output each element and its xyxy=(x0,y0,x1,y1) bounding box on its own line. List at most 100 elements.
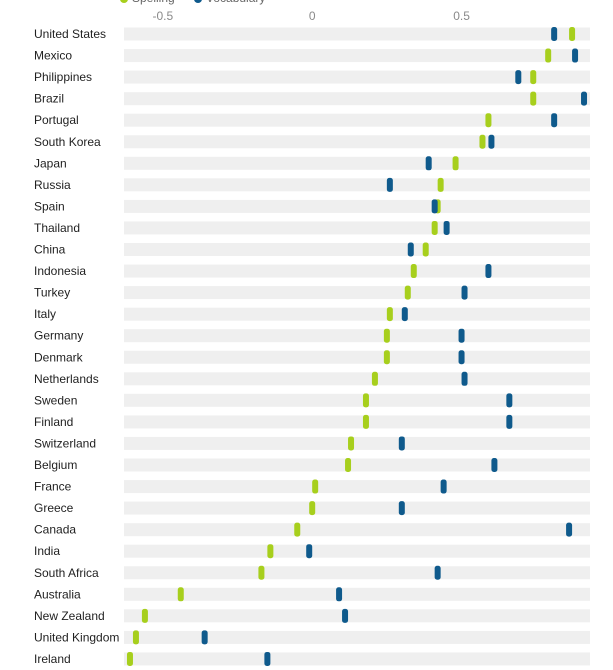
spelling-marker xyxy=(362,414,369,429)
vocabulary-marker xyxy=(515,70,522,85)
spelling-marker xyxy=(422,242,429,257)
spelling-marker xyxy=(141,608,148,623)
row-track xyxy=(124,436,590,450)
row-track xyxy=(124,372,590,386)
country-label: India xyxy=(34,544,60,558)
vocabulary-marker xyxy=(398,501,405,516)
row-track xyxy=(124,156,590,170)
spelling-marker xyxy=(309,501,316,516)
row-track xyxy=(124,243,590,256)
country-label: France xyxy=(34,480,72,494)
row-united-kingdom: United Kingdom xyxy=(34,630,590,645)
row-mexico: Mexico xyxy=(34,48,590,63)
vocabulary-marker xyxy=(342,608,349,623)
vocabulary-marker xyxy=(572,48,579,63)
row-thailand: Thailand xyxy=(34,220,590,235)
legend: Spelling Vocabulary xyxy=(120,0,265,5)
spelling-marker xyxy=(267,544,274,559)
vocabulary-marker xyxy=(566,522,573,537)
row-south-africa: South Africa xyxy=(34,565,590,580)
vocabulary-marker xyxy=(506,393,513,408)
row-track xyxy=(124,652,590,666)
row-track xyxy=(124,523,590,537)
country-label: Belgium xyxy=(34,458,77,472)
row-track xyxy=(124,70,590,84)
row-track xyxy=(124,566,590,580)
rows: United States Mexico Philippines Brazil Port… xyxy=(34,27,590,666)
vocabulary-marker xyxy=(401,307,408,322)
row-brazil: Brazil xyxy=(34,91,590,106)
spelling-marker xyxy=(126,651,133,666)
vocabulary-marker xyxy=(485,264,492,279)
row-track xyxy=(124,480,590,494)
row-finland: Finland xyxy=(34,414,590,429)
row-track xyxy=(124,49,590,63)
vocabulary-marker xyxy=(306,544,313,559)
country-label: Sweden xyxy=(34,393,77,407)
row-turkey: Turkey xyxy=(34,285,590,300)
legend-marker-vocabulary xyxy=(194,0,202,3)
country-label: United States xyxy=(34,27,106,41)
vocabulary-marker xyxy=(201,630,208,645)
spelling-marker xyxy=(485,113,492,128)
vocabulary-marker xyxy=(551,113,558,128)
vocabulary-marker xyxy=(440,479,447,494)
row-canada: Canada xyxy=(34,522,590,537)
country-label: Russia xyxy=(34,178,71,192)
row-track xyxy=(124,27,590,41)
x-axis: -0.5 0 0.5 xyxy=(152,9,470,23)
row-sweden: Sweden xyxy=(34,393,590,408)
row-track xyxy=(124,350,590,364)
row-switzerland: Switzerland xyxy=(34,436,590,451)
vocabulary-marker xyxy=(488,134,495,149)
row-track xyxy=(124,544,590,558)
row-new-zealand: New Zealand xyxy=(34,608,590,623)
row-track xyxy=(124,221,590,235)
vocabulary-marker xyxy=(458,328,465,343)
row-china: China xyxy=(34,242,590,257)
spelling-marker xyxy=(530,91,537,106)
row-track xyxy=(124,307,590,321)
legend-label-vocabulary: Vocabulary xyxy=(206,0,265,5)
spelling-marker xyxy=(294,522,301,537)
country-label: Mexico xyxy=(34,49,72,63)
spelling-marker xyxy=(383,328,390,343)
row-track xyxy=(124,135,590,149)
vocabulary-marker xyxy=(398,436,405,451)
vocabulary-marker xyxy=(491,458,498,472)
country-label: Turkey xyxy=(34,286,70,300)
country-label: Germany xyxy=(34,329,83,343)
vocabulary-marker xyxy=(264,651,271,666)
spelling-marker xyxy=(479,134,486,149)
spelling-marker xyxy=(530,70,537,85)
row-track xyxy=(124,501,590,515)
country-label: Denmark xyxy=(34,350,84,364)
row-philippines: Philippines xyxy=(34,70,590,85)
country-label: Netherlands xyxy=(34,372,99,386)
country-label: New Zealand xyxy=(34,609,105,623)
spelling-marker xyxy=(371,371,378,386)
spelling-marker xyxy=(312,479,319,494)
country-label: Canada xyxy=(34,523,76,537)
spelling-marker xyxy=(345,458,352,472)
row-track xyxy=(124,393,590,407)
country-label: Australia xyxy=(34,587,81,601)
row-italy: Italy xyxy=(34,307,590,322)
row-track xyxy=(124,609,590,623)
vocabulary-marker xyxy=(443,220,450,235)
spelling-marker xyxy=(452,156,459,171)
country-label: Ireland xyxy=(34,652,71,666)
country-label: United Kingdom xyxy=(34,630,119,644)
vocabulary-marker xyxy=(458,350,465,365)
spelling-marker xyxy=(383,350,390,365)
vocabulary-marker xyxy=(431,199,438,214)
vocabulary-marker xyxy=(461,285,468,300)
row-india: India xyxy=(34,544,590,559)
country-label: South Africa xyxy=(34,566,99,580)
row-denmark: Denmark xyxy=(34,350,590,365)
row-track xyxy=(124,113,590,127)
vocabulary-marker xyxy=(434,565,441,580)
row-netherlands: Netherlands xyxy=(34,371,590,386)
